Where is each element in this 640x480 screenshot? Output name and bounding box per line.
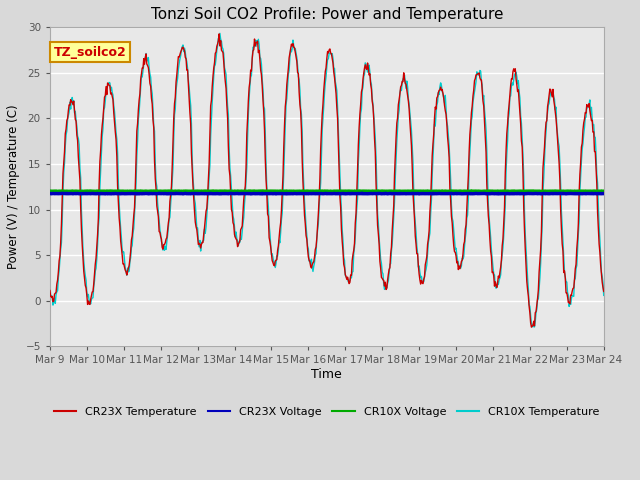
X-axis label: Time: Time: [312, 368, 342, 381]
Title: Tonzi Soil CO2 Profile: Power and Temperature: Tonzi Soil CO2 Profile: Power and Temper…: [150, 7, 503, 22]
Legend: CR23X Temperature, CR23X Voltage, CR10X Voltage, CR10X Temperature: CR23X Temperature, CR23X Voltage, CR10X …: [49, 403, 604, 422]
Y-axis label: Power (V) / Temperature (C): Power (V) / Temperature (C): [7, 105, 20, 269]
Text: TZ_soilco2: TZ_soilco2: [54, 46, 126, 59]
